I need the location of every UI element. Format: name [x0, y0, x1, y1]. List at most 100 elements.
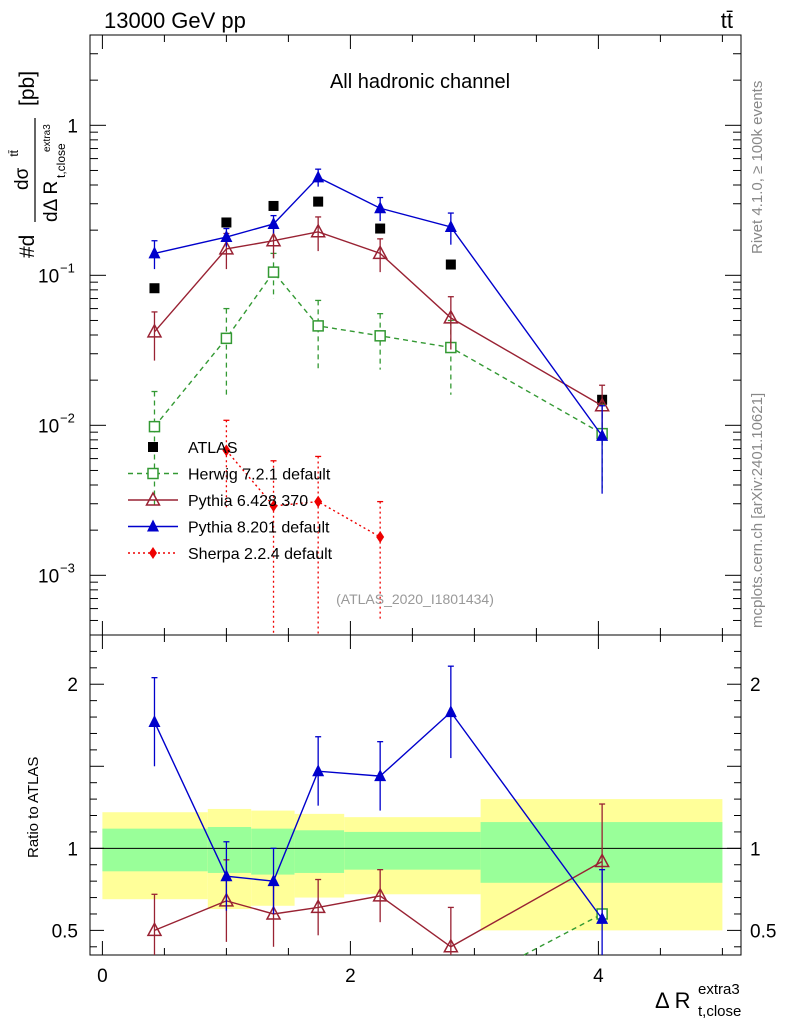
ratio-tick-label-left-0: 0.5	[52, 921, 78, 942]
y-tick-label-base-0: 10	[38, 566, 59, 587]
main-atlas-point-0	[149, 283, 160, 294]
y-label-denominator-sub: t,close	[54, 143, 68, 178]
x-label-sub: t,close	[698, 1003, 741, 1020]
data-series	[146, 168, 610, 635]
main-pythia-6-428-370-point-2	[265, 232, 282, 247]
ratio-pythia-8-201-default-point-4	[374, 769, 387, 782]
main-atlas-point-3	[313, 196, 324, 207]
mcplots-reference-label: mcplots.cern.ch [arXiv:2401.10621]	[749, 393, 766, 628]
y-label-numerator: dσ	[12, 167, 33, 190]
x-tick-label-1: 2	[345, 966, 356, 987]
ratio-pythia-8-201-default-point-5	[444, 705, 457, 718]
ratio-tick-label-right-0: 0.5	[750, 921, 776, 942]
main-pythia-6-428-370-point-0	[146, 323, 163, 338]
main-herwig-7-2-1-default-line	[153, 270, 603, 435]
y-tick-label-3: 1	[67, 116, 78, 137]
y-axis-label: #d dσ tt̄ dΔ R t,close extra3 [pb]	[7, 71, 68, 258]
main-pythia-6-428-370-point-1	[218, 240, 235, 255]
process-label: tt̄	[721, 8, 733, 33]
main-pythia-8-201-default-point-5	[444, 219, 457, 232]
ratio-panel-frame	[89, 634, 742, 956]
legend-pythia-6-428-370-label: Pythia 6.428 370	[188, 493, 308, 510]
main-herwig-7-2-1-default-point-3	[312, 320, 324, 332]
ratio-pythia-8-201-default-point-0	[148, 714, 161, 727]
main-atlas-point-5	[445, 259, 456, 270]
legend-atlas-marker	[148, 442, 158, 452]
ratio-tick-label-right-1: 1	[750, 839, 761, 860]
ratio-pythia-6-428-370-point-3	[310, 898, 326, 914]
y-tick-label-base-1: 10	[38, 416, 59, 437]
y-label-numerator-sup: tt̄	[7, 149, 21, 160]
main-pythia-8-201-default-point-3	[312, 170, 325, 183]
legend-pythia-6-428-370-marker	[145, 491, 161, 506]
main-sherpa-2-2-4-default-point-3	[376, 531, 385, 544]
main-pythia-8-201-default-line	[154, 176, 603, 437]
main-herwig-7-2-1-default-point-1	[220, 332, 233, 345]
x-label-main: Δ R	[655, 988, 690, 1013]
ratio-tick-label-left-2: 2	[67, 675, 78, 696]
main-pythia-6-428-370-point-4	[372, 244, 388, 260]
x-label-sup: extra3	[698, 981, 740, 998]
main-pythia-6-428-370-point-5	[443, 309, 459, 324]
main-pythia-8-201-default-point-1	[220, 230, 233, 243]
y-tick-label-exp-2: −1	[60, 260, 75, 275]
ratio-pythia-6-428-370-point-0	[146, 921, 163, 937]
legend: ATLAS Herwig 7.2.1 default Pythia 6.428 37…	[128, 440, 333, 563]
main-atlas-point-4	[375, 223, 386, 234]
main-pythia-8-201-default-point-6	[596, 428, 609, 441]
main-pythia-8-201-default-point-0	[148, 246, 161, 259]
main-herwig-7-2-1-default-point-0	[148, 420, 161, 433]
x-axis-label: Δ R t,close extra3	[655, 981, 741, 1020]
uncertainty-bands	[102, 799, 723, 931]
main-atlas-point-2	[268, 200, 279, 211]
main-pythia-8-201-default-point-4	[374, 201, 387, 214]
ratio-pythia-6-428-370-point-4	[372, 887, 388, 902]
ratio-y-axis-label: Ratio to ATLAS	[25, 757, 42, 858]
y-label-denominator-subsup: extra3	[42, 124, 53, 152]
main-atlas-point-1	[221, 217, 232, 228]
ratio-pythia-6-428-370-point-2	[265, 905, 282, 920]
y-label-unit: [pb]	[16, 71, 39, 106]
main-sherpa-2-2-4-default-point-0	[222, 444, 231, 457]
main-panel-frame	[89, 34, 742, 636]
y-label-denominator: dΔ R	[41, 181, 62, 222]
inner-band-1	[207, 827, 252, 873]
y-tick-label-base-2: 10	[38, 266, 59, 287]
axis-ticks	[90, 34, 741, 955]
inner-band-0	[102, 828, 208, 872]
legend-atlas-label: ATLAS	[188, 440, 238, 457]
legend-pythia-8-201-default-label: Pythia 8.201 default	[188, 520, 330, 537]
main-herwig-7-2-1-default-point-2	[267, 266, 280, 278]
legend-sherpa-2-2-4-default-marker	[149, 547, 157, 559]
main-herwig-7-2-1-default-point-4	[374, 330, 386, 342]
legend-herwig-7-2-1-default-marker	[147, 467, 159, 480]
x-tick-label-0: 0	[97, 966, 108, 987]
ratio-pythia-8-201-default-point-2	[267, 874, 280, 887]
main-pythia-6-428-370-point-3	[310, 223, 326, 238]
legend-pythia-8-201-default-marker	[147, 519, 159, 532]
main-pythia-8-201-default-point-2	[267, 216, 280, 229]
y-tick-label-exp-1: −2	[60, 410, 75, 425]
axis-tick-labels: 0 2 410−310−210 −110.5 0.51 12 2	[38, 116, 776, 987]
inner-band-3	[294, 830, 345, 873]
ratio-pythia-8-201-default-point-3	[312, 764, 325, 777]
main-sherpa-2-2-4-default-line	[225, 449, 381, 538]
ratio-tick-label-left-1: 1	[67, 839, 78, 860]
ratio-pythia-8-201-default-point-1	[220, 869, 233, 882]
main-sherpa-2-2-4-default-point-2	[314, 495, 323, 508]
analysis-watermark: (ATLAS_2020_I1801434)	[336, 591, 494, 607]
chart-title: All hadronic channel	[330, 71, 510, 93]
main-sherpa-2-2-4-default-point-1	[269, 499, 278, 512]
ratio-tick-label-right-2: 2	[750, 675, 761, 696]
y-label-prefix: #d	[16, 235, 39, 258]
x-tick-label-2: 4	[593, 966, 604, 987]
ratio-pythia-6-428-370-point-5	[443, 938, 459, 953]
rivet-version-label: Rivet 4.1.0, ≥ 100k events	[749, 81, 766, 254]
ratio-pythia-8-201-default-point-6	[596, 911, 609, 924]
ratio-series	[146, 665, 610, 956]
inner-band-4	[344, 831, 481, 870]
ratio-herwig-7-2-1-default-line	[523, 913, 603, 956]
y-tick-label-exp-0: −3	[60, 560, 75, 575]
ratio-pythia-6-428-370-point-6	[594, 852, 610, 868]
